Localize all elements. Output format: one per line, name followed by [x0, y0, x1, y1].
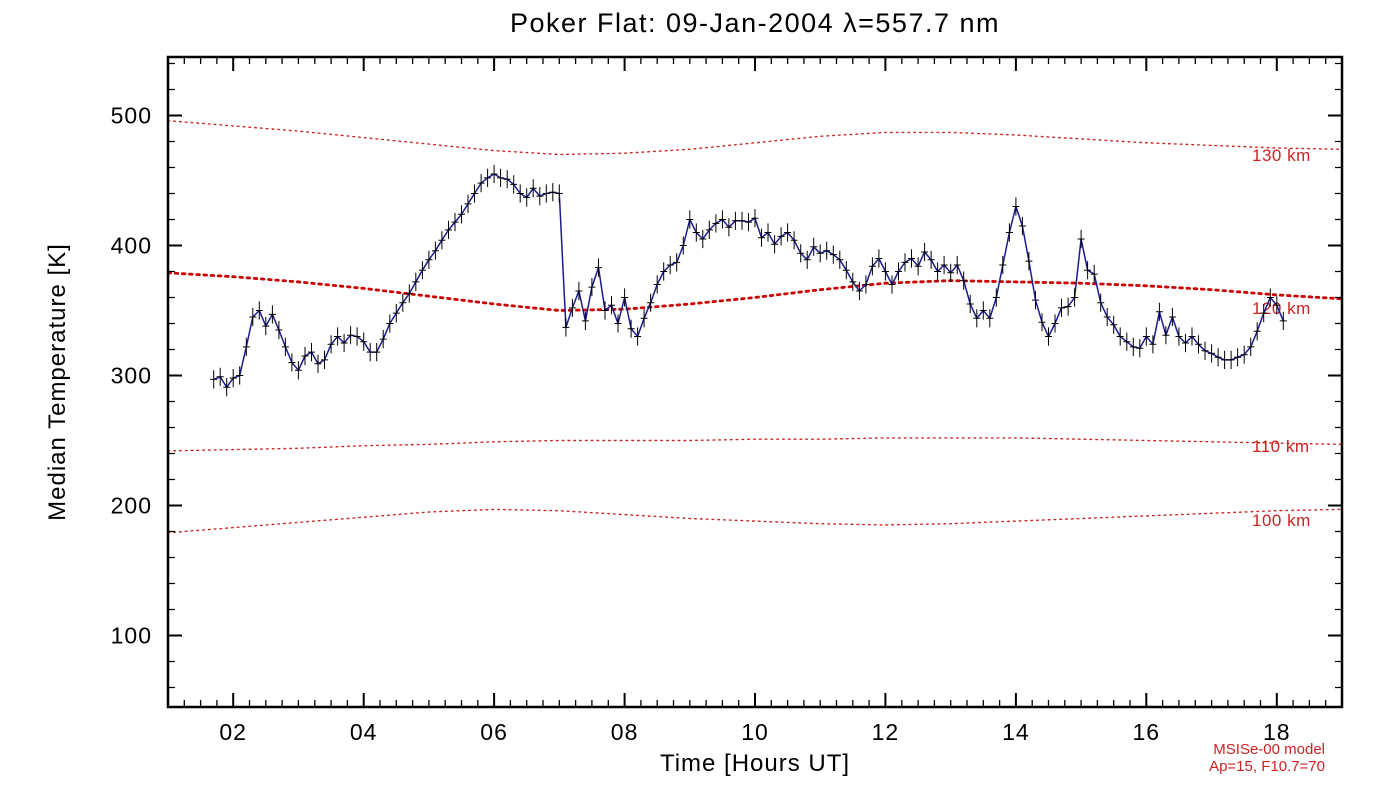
axis-frame: [166, 55, 1344, 709]
chart-title: Poker Flat: 09-Jan-2004 λ=557.7 nm: [509, 8, 1000, 38]
x-tick-label: 08: [611, 719, 639, 745]
x-axis-label: Time [Hours UT]: [659, 750, 851, 777]
major-ticks: [168, 57, 1342, 707]
series-markers: [210, 164, 1287, 397]
x-tick-label: 12: [872, 719, 900, 745]
model-annotation-params: Ap=15, F10.7=70: [1209, 758, 1325, 775]
y-tick-label: 100: [111, 623, 152, 649]
model-curve-label-120km: 120 km: [1252, 299, 1311, 318]
model-curve-120-km: [166, 271, 1344, 312]
model-curve-label-100km: 100 km: [1252, 511, 1311, 530]
model-curves: [166, 119, 1344, 534]
model-curve-130-km: [167, 119, 1343, 156]
y-tick-label: 400: [111, 233, 152, 259]
data-series: [210, 164, 1287, 397]
model-curve-label-110km: 110 km: [1252, 437, 1310, 456]
y-tick-label: 500: [111, 103, 152, 129]
series-line: [213, 173, 1284, 388]
y-axis-label: Median Temperature [K]: [44, 243, 71, 521]
x-tick-label: 06: [480, 719, 508, 745]
x-tick-label: 10: [741, 719, 769, 745]
y-tick-label: 200: [111, 493, 152, 519]
model-curve-100-km: [167, 508, 1343, 534]
x-tick-label: 02: [219, 719, 247, 745]
y-tick-label: 300: [111, 363, 152, 389]
minor-ticks: [167, 57, 1343, 707]
x-tick-label: 04: [350, 719, 378, 745]
model-annotation-name: MSISe-00 model: [1213, 741, 1325, 758]
model-curve-110-km: [167, 437, 1343, 452]
model-curve-label-130km: 130 km: [1252, 146, 1311, 165]
